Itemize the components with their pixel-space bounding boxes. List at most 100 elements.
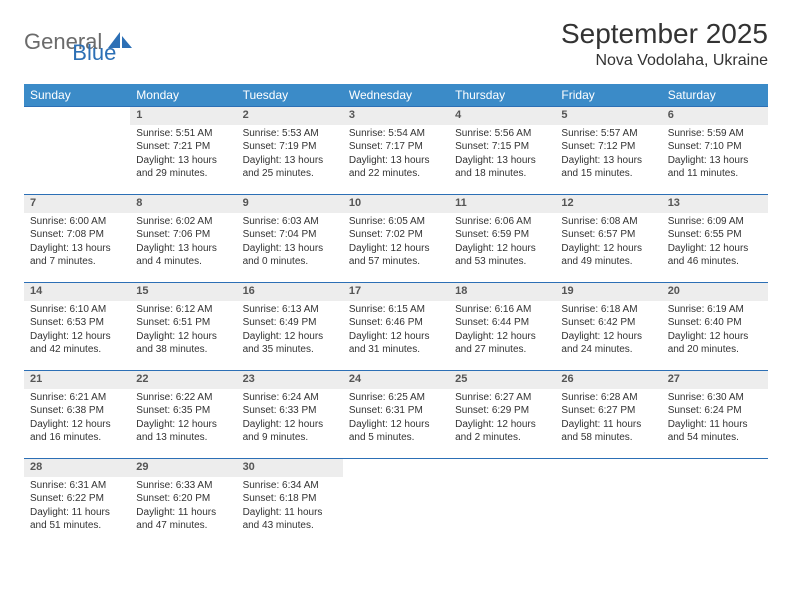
daylight-text: Daylight: 13 hours: [243, 154, 337, 168]
logo-text-blue: Blue: [72, 40, 116, 66]
daylight-text: Daylight: 11 hours: [30, 506, 124, 520]
sunrise-text: Sunrise: 6:28 AM: [561, 391, 655, 405]
sunrise-text: Sunrise: 6:25 AM: [349, 391, 443, 405]
sunrise-text: Sunrise: 6:13 AM: [243, 303, 337, 317]
day-cell: Sunrise: 6:13 AMSunset: 6:49 PMDaylight:…: [237, 301, 343, 371]
daylight-text: Daylight: 13 hours: [349, 154, 443, 168]
sunset-text: Sunset: 6:20 PM: [136, 492, 230, 506]
sunrise-text: Sunrise: 5:54 AM: [349, 127, 443, 141]
sunrise-text: Sunrise: 6:00 AM: [30, 215, 124, 229]
sunrise-text: Sunrise: 6:09 AM: [668, 215, 762, 229]
day-number: 26: [555, 371, 661, 389]
sunset-text: Sunset: 6:29 PM: [455, 404, 549, 418]
daylight-text: Daylight: 13 hours: [455, 154, 549, 168]
day-number: 25: [449, 371, 555, 389]
day-cell: Sunrise: 6:08 AMSunset: 6:57 PMDaylight:…: [555, 213, 661, 283]
sunset-text: Sunset: 7:06 PM: [136, 228, 230, 242]
sunset-text: Sunset: 6:57 PM: [561, 228, 655, 242]
day-cell: Sunrise: 6:00 AMSunset: 7:08 PMDaylight:…: [24, 213, 130, 283]
day-cell: Sunrise: 6:19 AMSunset: 6:40 PMDaylight:…: [662, 301, 768, 371]
day-cell: Sunrise: 6:21 AMSunset: 6:38 PMDaylight:…: [24, 389, 130, 459]
daylight-text: and 18 minutes.: [455, 167, 549, 181]
day-number: 2: [237, 107, 343, 125]
daylight-text: Daylight: 11 hours: [243, 506, 337, 520]
daylight-text: and 11 minutes.: [668, 167, 762, 181]
day-cell: Sunrise: 6:27 AMSunset: 6:29 PMDaylight:…: [449, 389, 555, 459]
daylight-text: and 5 minutes.: [349, 431, 443, 445]
daylight-text: and 31 minutes.: [349, 343, 443, 357]
daylight-text: Daylight: 12 hours: [349, 330, 443, 344]
sunset-text: Sunset: 6:18 PM: [243, 492, 337, 506]
sunset-text: Sunset: 6:40 PM: [668, 316, 762, 330]
day-number: 5: [555, 107, 661, 125]
sunset-text: Sunset: 7:10 PM: [668, 140, 762, 154]
day-number: 16: [237, 283, 343, 301]
day-cell: Sunrise: 6:25 AMSunset: 6:31 PMDaylight:…: [343, 389, 449, 459]
daylight-text: and 58 minutes.: [561, 431, 655, 445]
sunrise-text: Sunrise: 5:59 AM: [668, 127, 762, 141]
weekday-header: Tuesday: [237, 84, 343, 107]
sunset-text: Sunset: 7:17 PM: [349, 140, 443, 154]
day-number: 12: [555, 195, 661, 213]
sunset-text: Sunset: 6:53 PM: [30, 316, 124, 330]
weekday-header: Monday: [130, 84, 236, 107]
day-cell: Sunrise: 5:51 AMSunset: 7:21 PMDaylight:…: [130, 125, 236, 195]
daylight-text: Daylight: 12 hours: [136, 418, 230, 432]
day-number-row: 282930: [24, 459, 768, 477]
day-number: 28: [24, 459, 130, 477]
day-cell: Sunrise: 6:06 AMSunset: 6:59 PMDaylight:…: [449, 213, 555, 283]
day-number: [449, 459, 555, 477]
daylight-text: Daylight: 12 hours: [30, 418, 124, 432]
sunrise-text: Sunrise: 6:12 AM: [136, 303, 230, 317]
day-number: 8: [130, 195, 236, 213]
day-number: 7: [24, 195, 130, 213]
day-cell: Sunrise: 6:22 AMSunset: 6:35 PMDaylight:…: [130, 389, 236, 459]
day-number: 11: [449, 195, 555, 213]
day-cell: Sunrise: 6:28 AMSunset: 6:27 PMDaylight:…: [555, 389, 661, 459]
daylight-text: Daylight: 13 hours: [136, 242, 230, 256]
weekday-header: Thursday: [449, 84, 555, 107]
day-number-row: 21222324252627: [24, 371, 768, 389]
day-content-row: Sunrise: 6:10 AMSunset: 6:53 PMDaylight:…: [24, 301, 768, 371]
day-number: [555, 459, 661, 477]
sunset-text: Sunset: 7:21 PM: [136, 140, 230, 154]
day-number: 19: [555, 283, 661, 301]
day-number: 23: [237, 371, 343, 389]
day-cell: Sunrise: 6:15 AMSunset: 6:46 PMDaylight:…: [343, 301, 449, 371]
daylight-text: Daylight: 12 hours: [455, 330, 549, 344]
logo: General Blue: [24, 18, 116, 66]
day-number-row: 123456: [24, 107, 768, 125]
daylight-text: Daylight: 12 hours: [455, 418, 549, 432]
daylight-text: and 57 minutes.: [349, 255, 443, 269]
daylight-text: and 51 minutes.: [30, 519, 124, 533]
day-cell: Sunrise: 5:53 AMSunset: 7:19 PMDaylight:…: [237, 125, 343, 195]
sunset-text: Sunset: 6:24 PM: [668, 404, 762, 418]
day-content-row: Sunrise: 6:31 AMSunset: 6:22 PMDaylight:…: [24, 477, 768, 547]
sunrise-text: Sunrise: 5:56 AM: [455, 127, 549, 141]
day-number-row: 14151617181920: [24, 283, 768, 301]
weekday-header-row: Sunday Monday Tuesday Wednesday Thursday…: [24, 84, 768, 107]
sunset-text: Sunset: 7:19 PM: [243, 140, 337, 154]
sunset-text: Sunset: 6:51 PM: [136, 316, 230, 330]
sunrise-text: Sunrise: 5:57 AM: [561, 127, 655, 141]
day-content-row: Sunrise: 6:00 AMSunset: 7:08 PMDaylight:…: [24, 213, 768, 283]
header: General Blue September 2025 Nova Vodolah…: [24, 18, 768, 70]
daylight-text: Daylight: 11 hours: [668, 418, 762, 432]
day-number: 17: [343, 283, 449, 301]
day-cell: Sunrise: 6:34 AMSunset: 6:18 PMDaylight:…: [237, 477, 343, 547]
sunrise-text: Sunrise: 6:31 AM: [30, 479, 124, 493]
daylight-text: Daylight: 12 hours: [349, 242, 443, 256]
daylight-text: Daylight: 12 hours: [455, 242, 549, 256]
sunrise-text: Sunrise: 6:06 AM: [455, 215, 549, 229]
sunrise-text: Sunrise: 6:03 AM: [243, 215, 337, 229]
daylight-text: Daylight: 13 hours: [668, 154, 762, 168]
day-number: [24, 107, 130, 125]
sunset-text: Sunset: 7:02 PM: [349, 228, 443, 242]
day-content-row: Sunrise: 5:51 AMSunset: 7:21 PMDaylight:…: [24, 125, 768, 195]
sunset-text: Sunset: 6:46 PM: [349, 316, 443, 330]
month-title: September 2025: [561, 18, 768, 50]
sunset-text: Sunset: 6:35 PM: [136, 404, 230, 418]
sunrise-text: Sunrise: 6:34 AM: [243, 479, 337, 493]
sunrise-text: Sunrise: 5:53 AM: [243, 127, 337, 141]
daylight-text: and 29 minutes.: [136, 167, 230, 181]
